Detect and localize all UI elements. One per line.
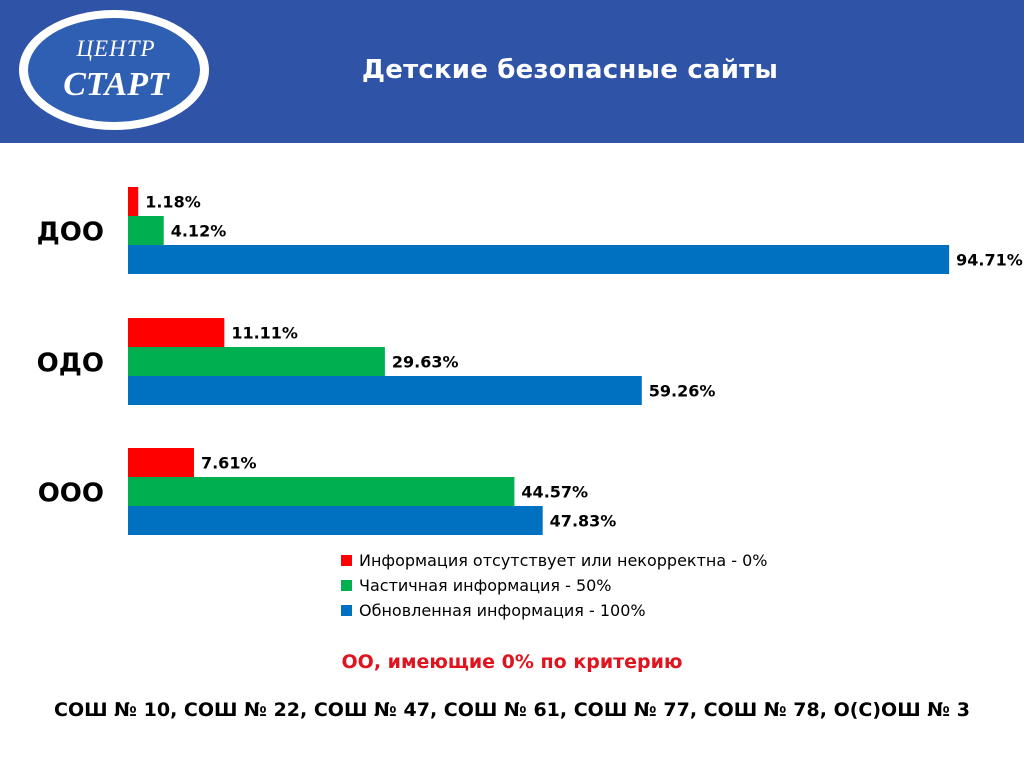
legend-item: Информация отсутствует или некорректна -… (341, 548, 768, 573)
page-title: Детские безопасные сайты (361, 55, 779, 85)
bar-value-label: 47.83% (550, 512, 617, 531)
bar (128, 347, 385, 376)
bar (128, 448, 194, 477)
category-label: ДОО (37, 218, 104, 248)
bar-value-label: 1.18% (145, 193, 201, 212)
bar (128, 506, 543, 535)
bar-value-label: 7.61% (201, 454, 257, 473)
logo-text-start: СТАРТ (63, 66, 170, 103)
bar (128, 245, 950, 274)
legend-swatch (341, 555, 352, 566)
bar-value-label: 4.12% (171, 222, 227, 241)
centr-start-logo: ЦЕНТР СТАРТ (19, 10, 209, 130)
legend-item: Частичная информация - 50% (341, 573, 768, 598)
school-list: СОШ № 10, СОШ № 22, СОШ № 47, СОШ № 61, … (54, 699, 970, 721)
legend-item: Обновленная информация - 100% (341, 598, 768, 623)
bar-group (128, 187, 950, 535)
bar (128, 477, 515, 506)
legend-label: Обновленная информация - 100% (359, 601, 646, 620)
bar-chart: ДОО 1.18% 4.12% 94.71% ОДО 11.11% 29.63% 59.26%… (37, 187, 1023, 535)
bar (128, 216, 164, 245)
logo-text-centr: ЦЕНТР (75, 36, 155, 61)
bar-value-label: 59.26% (649, 382, 716, 401)
legend-swatch (341, 580, 352, 591)
header-bar: ЦЕНТР СТАРТ Детские безопасные сайты (0, 0, 1024, 143)
category-label: ООО (38, 479, 104, 509)
chart-legend: Информация отсутствует или некорректна -… (341, 548, 768, 623)
bar-value-label: 11.11% (231, 324, 298, 343)
bar-value-label: 94.71% (956, 251, 1023, 270)
legend-swatch (341, 605, 352, 616)
logo-inner-oval (28, 18, 200, 122)
category-label: ОДО (37, 349, 104, 379)
bar (128, 187, 139, 216)
bar-value-label: 29.63% (392, 353, 459, 372)
bar (128, 376, 642, 405)
bar (128, 318, 225, 347)
legend-label: Информация отсутствует или некорректна -… (359, 551, 768, 570)
legend-label: Частичная информация - 50% (359, 576, 612, 595)
criterion-title: ОО, имеющие 0% по критерию (341, 651, 683, 673)
bar-value-label: 44.57% (521, 483, 588, 502)
